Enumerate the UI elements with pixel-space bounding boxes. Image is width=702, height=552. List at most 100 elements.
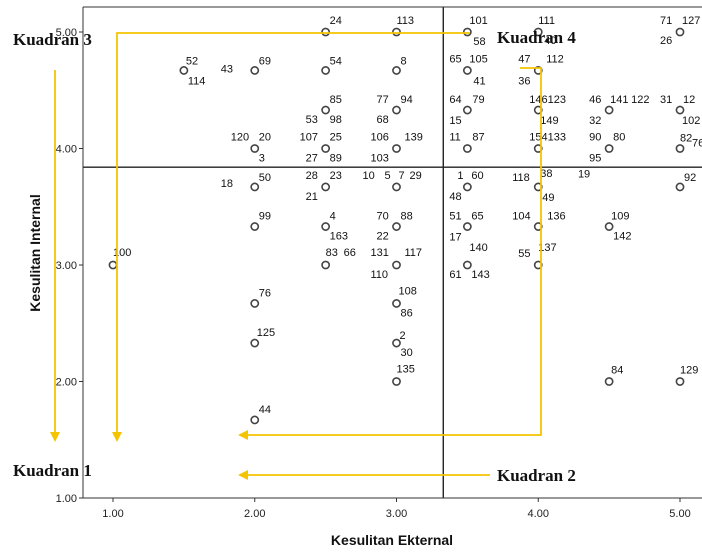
point-label: 82 <box>680 133 692 145</box>
point-label: 140 <box>469 242 487 254</box>
point-label: 112 <box>546 53 564 65</box>
point-label: 131 <box>371 247 389 259</box>
point-label: 108 <box>399 285 417 297</box>
point-label: 103 <box>371 153 389 165</box>
y-tick-label: 3.00 <box>56 260 77 272</box>
point-label: 28 <box>306 170 318 182</box>
point-label: 104 <box>512 211 530 223</box>
point-label: 163 <box>330 231 348 243</box>
point-label: 71 <box>660 15 672 27</box>
point-label: 66 <box>344 247 356 259</box>
point-label: 127 <box>682 15 700 27</box>
point-label: 110 <box>371 269 389 281</box>
data-point <box>392 222 401 231</box>
data-point <box>462 27 472 37</box>
data-point <box>392 338 401 348</box>
data-point <box>250 338 260 348</box>
data-point <box>250 222 260 231</box>
point-label: 98 <box>330 114 342 126</box>
y-axis-title: Kesulitan Internal <box>27 194 43 311</box>
point-label: 23 <box>330 170 342 182</box>
quadrant-label: Kuadran 4 <box>497 28 576 47</box>
point-label: 38 <box>540 168 552 180</box>
point-label: 41 <box>473 75 485 87</box>
data-point <box>392 377 401 386</box>
point-label: 5 <box>385 170 391 182</box>
data-point <box>392 105 401 115</box>
point-label: 86 <box>401 307 413 319</box>
point-label: 76 <box>692 138 702 150</box>
x-tick-label: 4.00 <box>528 508 549 520</box>
y-tick-label: 4.00 <box>56 144 77 156</box>
point-label: 58 <box>473 36 485 48</box>
point-label: 52 <box>186 55 198 67</box>
data-point <box>250 144 260 153</box>
data-point <box>321 260 331 270</box>
point-label: 32 <box>589 115 601 127</box>
data-point <box>462 182 472 192</box>
data-point <box>321 144 331 153</box>
point-label: 137 <box>538 242 556 254</box>
data-point <box>250 415 260 425</box>
data-point <box>392 299 401 308</box>
data-point <box>604 377 614 386</box>
point-label: 7 <box>399 170 405 182</box>
x-tick-label: 1.00 <box>102 508 123 520</box>
point-label: 54 <box>330 55 342 67</box>
bracket-arrow-left <box>112 32 470 442</box>
point-label: 46 <box>589 94 601 106</box>
point-label: 11 <box>449 132 460 144</box>
data-point <box>321 105 331 115</box>
data-point <box>250 66 260 75</box>
point-label: 68 <box>377 114 389 126</box>
point-label: 65 <box>471 211 483 223</box>
point-label: 83 <box>326 247 338 259</box>
point-label: 139 <box>405 132 423 144</box>
point-label: 141 <box>610 94 628 106</box>
point-label: 1 <box>457 170 463 182</box>
data-point <box>321 27 331 37</box>
data-point <box>675 182 685 192</box>
point-label: 3 <box>259 153 265 165</box>
point-label: 36 <box>518 75 530 87</box>
point-label: 30 <box>401 347 413 359</box>
point-label: 154133 <box>529 132 566 144</box>
data-point <box>179 66 189 75</box>
data-point <box>462 222 472 231</box>
point-label: 76 <box>259 287 271 299</box>
point-label: 117 <box>405 247 423 259</box>
point-label: 100 <box>113 247 131 259</box>
point-label: 142 <box>613 231 631 243</box>
point-label: 135 <box>397 364 415 376</box>
point-label: 102 <box>682 115 700 127</box>
point-label: 89 <box>330 153 342 165</box>
point-label: 125 <box>257 327 275 339</box>
data-point <box>675 377 685 386</box>
point-label: 24 <box>330 15 342 27</box>
point-label: 2 <box>400 330 406 342</box>
point-label: 85 <box>330 94 342 106</box>
point-label: 25 <box>330 132 342 144</box>
point-label: 26 <box>660 35 672 47</box>
point-label: 146123 <box>529 94 566 106</box>
y-tick-label: 1.00 <box>56 493 77 505</box>
point-label: 27 <box>306 153 318 165</box>
point-label: 60 <box>471 170 483 182</box>
point-label: 101 <box>469 15 487 27</box>
point-label: 70 <box>377 211 389 223</box>
data-point <box>392 144 401 153</box>
data-point <box>250 182 260 192</box>
point-label: 114 <box>188 75 206 87</box>
data-point <box>604 222 614 231</box>
x-axis-title: Kesulitan Ekternal <box>331 532 453 548</box>
point-label: 31 <box>660 94 672 106</box>
quadrant-label: Kuadran 2 <box>497 466 576 485</box>
point-label: 79 <box>472 94 484 106</box>
point-label: 84 <box>611 365 623 377</box>
bracket-arrow-right <box>238 67 542 440</box>
point-label: 109 <box>611 211 629 223</box>
point-label: 69 <box>259 55 271 67</box>
point-label: 107 <box>300 132 318 144</box>
point-label: 4 <box>330 211 336 223</box>
